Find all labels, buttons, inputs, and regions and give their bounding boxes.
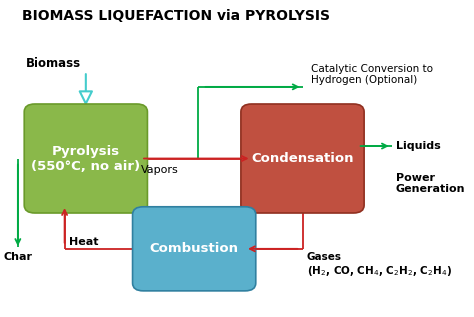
Text: Power
Generation: Power Generation: [396, 173, 465, 194]
FancyBboxPatch shape: [133, 207, 256, 291]
Text: BIOMASS LIQUEFACTION via PYROLYSIS: BIOMASS LIQUEFACTION via PYROLYSIS: [22, 9, 330, 23]
Text: Char: Char: [3, 252, 32, 262]
FancyBboxPatch shape: [24, 104, 147, 213]
Text: Liquids: Liquids: [396, 141, 441, 151]
Text: Heat: Heat: [69, 237, 98, 247]
Text: Combustion: Combustion: [150, 242, 239, 255]
Text: Gases
(H$_2$, CO, CH$_4$, C$_2$H$_2$, C$_2$H$_4$): Gases (H$_2$, CO, CH$_4$, C$_2$H$_2$, C$…: [307, 252, 452, 278]
Text: Vapors: Vapors: [141, 165, 179, 175]
FancyBboxPatch shape: [241, 104, 364, 213]
Text: Pyrolysis
(550°C, no air): Pyrolysis (550°C, no air): [31, 145, 140, 172]
Text: Biomass: Biomass: [27, 57, 82, 70]
Text: Catalytic Conversion to
Hydrogen (Optional): Catalytic Conversion to Hydrogen (Option…: [311, 64, 433, 85]
Text: Condensation: Condensation: [251, 152, 354, 165]
